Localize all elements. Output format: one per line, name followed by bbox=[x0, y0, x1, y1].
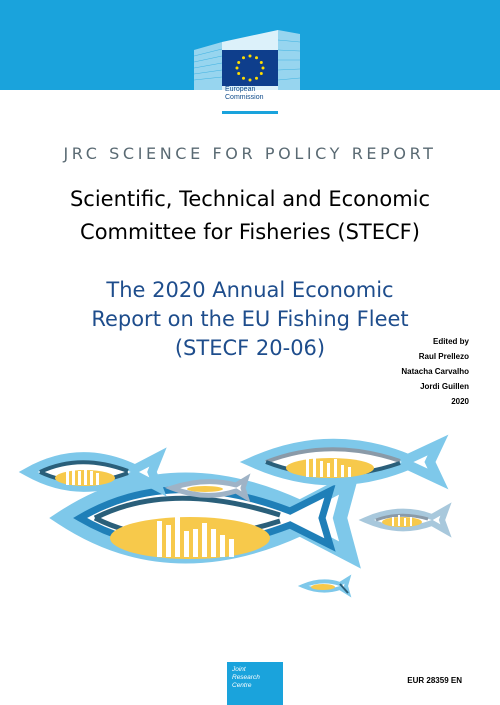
editors-block: Edited by Raul Prellezo Natacha Carvalho… bbox=[401, 334, 469, 409]
report-title: Scientific, Technical and Economic Commi… bbox=[0, 183, 500, 249]
editor-name: Raul Prellezo bbox=[418, 352, 469, 361]
tiny-fish-icon bbox=[297, 574, 352, 598]
jrc-logo: Joint Research Centre bbox=[227, 662, 283, 705]
jrc-line-3: Centre bbox=[232, 682, 252, 689]
subtitle-line-2: Report on the EU Fishing Fleet bbox=[91, 307, 409, 331]
small-fish-icon bbox=[18, 447, 167, 497]
grey-fish-icon bbox=[164, 473, 251, 503]
series-label: JRC SCIENCE FOR POLICY REPORT bbox=[63, 144, 437, 163]
subtitle-line-3: (STECF 20-06) bbox=[174, 336, 326, 360]
title-line-1: Scientific, Technical and Economic bbox=[69, 187, 431, 211]
institution-line-1: European bbox=[225, 86, 256, 93]
jrc-line-1: Joint bbox=[232, 666, 246, 673]
institution-name: European Commission bbox=[225, 86, 264, 102]
institution-underline bbox=[222, 111, 278, 114]
right-fish-icon bbox=[358, 502, 452, 538]
institution-line-2: Commission bbox=[225, 94, 264, 101]
jrc-line-2: Research bbox=[232, 674, 260, 681]
title-line-2: Committee for Fisheries (STECF) bbox=[80, 220, 420, 244]
large-fish-icon bbox=[49, 467, 361, 569]
european-commission-logo bbox=[193, 30, 301, 94]
jrc-logo-text: Joint Research Centre bbox=[232, 666, 260, 690]
publication-year: 2020 bbox=[451, 397, 469, 406]
report-number: EUR 28359 EN bbox=[407, 676, 462, 685]
fish-illustration bbox=[18, 434, 452, 598]
editor-name: Natacha Carvalho bbox=[401, 367, 469, 376]
medium-fish-icon bbox=[239, 434, 449, 490]
editor-name: Jordi Guillen bbox=[420, 382, 469, 391]
editors-label: Edited by bbox=[432, 337, 469, 346]
subtitle-line-1: The 2020 Annual Economic bbox=[106, 278, 394, 302]
report-subtitle: The 2020 Annual Economic Report on the E… bbox=[0, 276, 500, 363]
